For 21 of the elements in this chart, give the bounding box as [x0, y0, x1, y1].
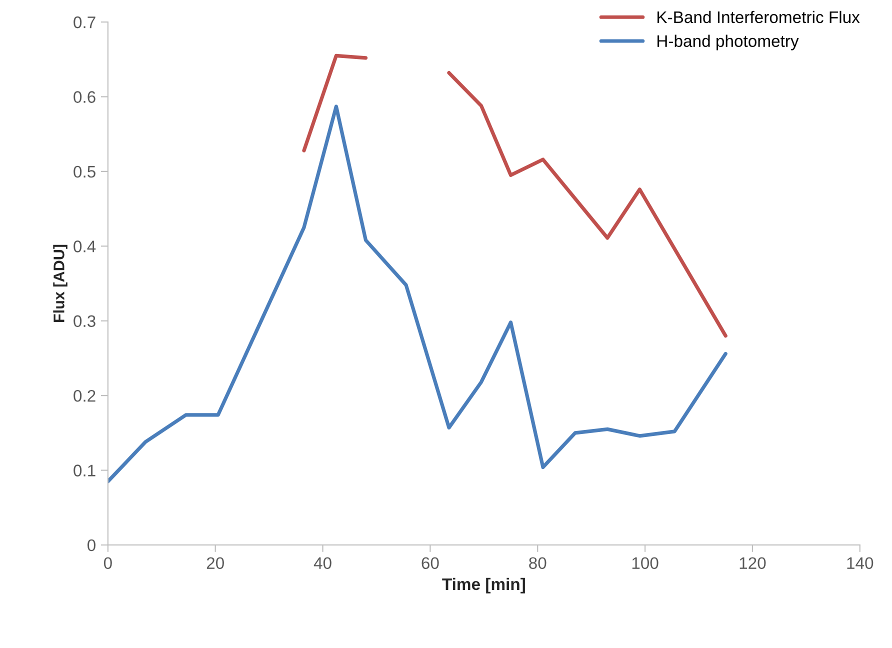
line-series: [108, 104, 728, 484]
y-tick-label: 0.6: [74, 91, 96, 103]
x-tick-label: 100: [632, 557, 658, 570]
legend-label: K-Band Interferometric Flux: [658, 10, 860, 24]
x-tick-label: 20: [206, 557, 224, 570]
legend-label: H-band photometry: [658, 34, 799, 50]
x-axis-title: Time [min]: [442, 578, 525, 594]
x-tick-label: 0: [104, 557, 112, 570]
y-tick-label: 0.7: [74, 16, 96, 28]
x-tick-label: 40: [314, 557, 332, 570]
x-tick-label: 80: [529, 557, 546, 570]
y-tick-label: 0.2: [74, 390, 96, 402]
x-tick-label: 140: [847, 557, 874, 570]
y-axis-title: Flux [ADU]: [53, 244, 68, 322]
x-tick-label: 60: [422, 557, 439, 570]
y-tick-label: 0.4: [74, 240, 96, 252]
y-tick-label: 0.5: [74, 166, 96, 178]
y-tick-label: 0.3: [74, 315, 96, 328]
x-tick-label: 120: [740, 557, 766, 570]
y-tick-label: 0: [88, 539, 96, 552]
y-tick-label: 0.1: [74, 464, 96, 476]
